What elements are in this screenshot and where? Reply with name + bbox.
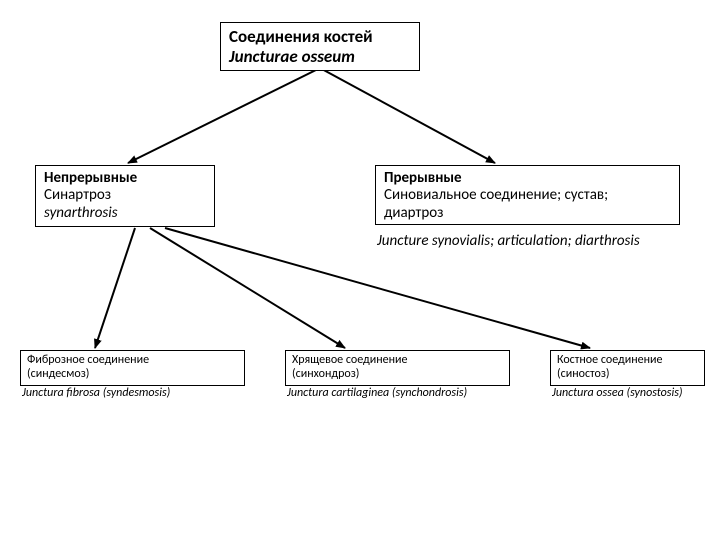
fibrous-latin: Junctura fibrosa (syndesmosis) [22,386,170,400]
root-latin: Juncturae osseum [229,47,411,67]
discontinuous-ru-a: Синовиальное соединение; сустав; [384,187,671,204]
cartilaginous-paren: (синхондроз) [292,368,503,382]
connector-arrows [0,0,720,540]
osseous-paren: (синостоз) [557,368,698,382]
node-cartilaginous: Хрящевое соединение (синхондроз) [285,350,510,386]
node-osseous: Костное соединение (синостоз) [550,350,705,386]
discontinuous-latin: Juncture synovialis; articulation; diart… [377,232,640,250]
discontinuous-title: Прерывные [384,170,671,187]
cartilaginous-title: Хрящевое соединение [292,354,503,368]
node-fibrous: Фиброзное соединение (синдесмоз) [20,350,245,386]
cartilaginous-latin: Junctura cartilaginea (synchondrosis) [287,386,467,400]
discontinuous-ru-b: диартроз [384,205,671,222]
osseous-title: Костное соединение [557,354,698,368]
continuous-title: Непрерывные [44,170,206,187]
fibrous-paren: (синдесмоз) [27,368,238,382]
root-title: Соединения костей [229,27,411,47]
osseous-latin: Junctura ossea (synostosis) [552,386,683,400]
node-continuous: Непрерывные Синартроз synarthrosis [35,165,215,227]
node-root: Соединения костей Juncturae osseum [220,22,420,71]
node-discontinuous: Прерывные Синовиальное соединение; суста… [375,165,680,225]
continuous-latin: synarthrosis [44,205,206,222]
continuous-ru: Синартроз [44,187,206,204]
fibrous-title: Фиброзное соединение [27,354,238,368]
